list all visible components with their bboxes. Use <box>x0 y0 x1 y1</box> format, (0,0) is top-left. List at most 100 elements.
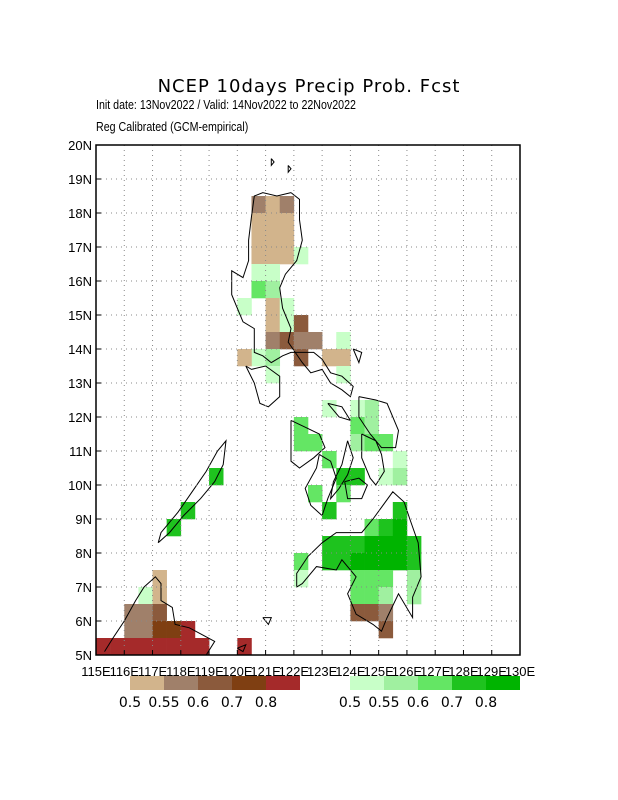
legend-label: 0.55 <box>368 695 399 711</box>
legend-label: 0.55 <box>148 695 179 711</box>
legend-swatch <box>452 676 486 690</box>
lat-tick-label: 5N <box>75 648 92 663</box>
prob-cell <box>251 196 266 214</box>
prob-cell <box>293 247 309 265</box>
prob-cell <box>209 468 224 486</box>
lat-tick-label: 11N <box>69 444 92 459</box>
prob-cell <box>251 230 266 248</box>
prob-cell <box>392 553 408 571</box>
coastline-path <box>231 192 354 398</box>
lon-tick-label: 123E <box>307 664 338 679</box>
legend-label: 0.5 <box>339 695 361 711</box>
prob-cell <box>378 621 394 639</box>
prob-cell <box>350 434 365 452</box>
prob-cell <box>293 349 309 367</box>
lat-tick-label: 12N <box>68 410 92 425</box>
prob-cell <box>336 485 351 503</box>
prob-cell <box>392 502 408 520</box>
prob-cell <box>378 536 394 554</box>
legend-swatch <box>266 676 300 690</box>
prob-cell <box>279 247 295 265</box>
coastline-path <box>237 643 247 653</box>
prob-cell <box>336 536 351 554</box>
prob-cell <box>265 247 281 265</box>
prob-cell <box>265 315 281 333</box>
prob-cell <box>152 570 167 588</box>
prob-cell <box>378 553 394 571</box>
prob-cell <box>124 638 139 656</box>
color-legend: 0.5 0.55 0.6 0.7 0.8 0.5 0.55 0.6 0.7 0.8 <box>119 676 520 711</box>
prob-cell <box>293 315 309 333</box>
legend-label: 0.6 <box>187 695 209 711</box>
legend-label: 0.6 <box>407 695 429 711</box>
prob-cell <box>364 434 379 452</box>
prob-cell <box>364 570 379 588</box>
lon-tick-label: 122E <box>279 664 310 679</box>
prob-cell <box>166 638 182 656</box>
coastline <box>104 158 422 656</box>
prob-cell <box>251 213 266 231</box>
prob-cell <box>265 349 281 367</box>
prob-cell <box>406 587 422 605</box>
prob-cell <box>322 400 337 418</box>
prob-cell <box>364 587 379 605</box>
coastline-path <box>344 477 369 500</box>
prob-cell <box>308 434 323 452</box>
lat-tick-label: 17N <box>68 240 92 255</box>
lat-tick-label: 6N <box>75 614 92 629</box>
lon-tick-label: 117E <box>138 664 168 679</box>
lon-tick-label: 119E <box>194 664 224 679</box>
prob-cell <box>265 196 281 214</box>
legend-swatch <box>486 676 520 690</box>
prob-cell <box>265 264 281 282</box>
prob-cell <box>378 519 394 537</box>
prob-cell <box>265 332 281 350</box>
prob-cell <box>265 281 281 299</box>
prob-cell <box>138 604 153 622</box>
legend-label: 0.5 <box>119 695 141 711</box>
probability-cells <box>96 196 422 656</box>
lat-lon-grid <box>96 145 520 655</box>
prob-cell <box>279 332 295 350</box>
lon-tick-label: 129E <box>477 664 508 679</box>
prob-cell <box>110 638 125 656</box>
latitude-labels: 5N 6N 7N 8N 9N 10N 11N 12N 13N 14N 15N 16N 17N 18N 19N… <box>68 138 101 663</box>
map-subtitle-dates: Init date: 13Nov2022 / Valid: 14Nov2022 … <box>96 97 356 112</box>
lat-tick-label: 9N <box>75 512 92 527</box>
lon-tick-label: 120E <box>222 664 253 679</box>
prob-cell <box>265 213 281 231</box>
lat-tick-label: 18N <box>68 206 92 221</box>
legend-swatch <box>164 676 198 690</box>
lon-tick-label: 115E <box>81 664 111 679</box>
prob-cell <box>237 349 252 367</box>
prob-cell <box>265 230 281 248</box>
prob-cell <box>237 298 252 316</box>
legend-swatch <box>384 676 418 690</box>
prob-cell <box>322 536 337 554</box>
lon-tick-label: 118E <box>166 664 196 679</box>
prob-cell <box>138 638 153 656</box>
prob-cell <box>293 332 309 350</box>
lon-tick-label: 128E <box>448 664 479 679</box>
legend-label: 0.8 <box>255 695 277 711</box>
prob-cell <box>378 434 394 452</box>
prob-cell <box>322 349 337 367</box>
prob-cell <box>364 604 379 622</box>
prob-cell <box>392 451 408 469</box>
prob-cell <box>180 621 196 639</box>
lon-tick-label: 130E <box>505 664 536 679</box>
prob-cell <box>350 468 365 486</box>
prob-cell <box>406 553 422 571</box>
prob-cell <box>350 400 365 418</box>
prob-cell <box>336 366 351 384</box>
prob-cell <box>138 621 153 639</box>
prob-cell <box>378 604 394 622</box>
prob-cell <box>392 519 408 537</box>
prob-cell <box>364 553 379 571</box>
prob-cell <box>166 621 182 639</box>
lat-tick-label: 8N <box>75 546 92 561</box>
longitude-labels: 115E116E117E118E119E120E121E122E123E124E… <box>81 650 536 679</box>
lon-tick-label: 121E <box>250 664 281 679</box>
prob-cell <box>308 332 323 350</box>
